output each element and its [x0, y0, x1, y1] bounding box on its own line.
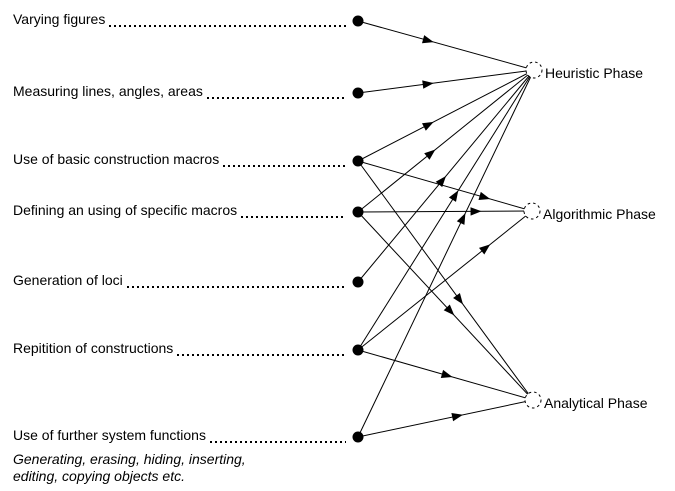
diagram-item-further-system-functions: Use of further system functions	[13, 427, 352, 443]
dotted-leader	[209, 430, 346, 443]
edge-line-basic-construction-macros-to-heuristic	[357, 69, 535, 162]
phase-node-heuristic	[525, 61, 543, 79]
dotted-leader	[206, 86, 346, 99]
dotted-leader	[126, 275, 346, 288]
footnote: Generating, erasing, hiding, inserting, e…	[13, 451, 246, 485]
edge-line-basic-construction-macros-to-algorithmic	[357, 160, 533, 212]
edge-arrow-icon	[440, 369, 453, 378]
edge-line-specific-macros-to-analytical	[357, 211, 534, 401]
diagram-item-specific-macros: Defining an using of specific macros	[13, 202, 352, 218]
edge-arrow-icon	[435, 176, 446, 188]
phase-node-analytical	[524, 391, 542, 409]
edge-arrow-icon	[453, 293, 463, 305]
dotted-leader	[177, 343, 346, 356]
edge-line-repetition-of-constructions-to-heuristic	[357, 69, 535, 351]
footnote-line: editing, copying objects etc.	[13, 468, 185, 484]
diagram-item-varying-figures: Varying figures	[13, 11, 352, 27]
item-dot-repetition-of-constructions	[352, 344, 364, 356]
item-dot-further-system-functions	[352, 431, 364, 443]
edge-line-measuring-lines-to-heuristic	[357, 69, 535, 94]
edge-arrow-icon	[422, 80, 434, 89]
edge-arrow-icon	[422, 35, 434, 44]
item-label: Repitition of constructions	[13, 340, 174, 356]
edge-arrow-icon	[479, 244, 491, 255]
item-dot-basic-construction-macros	[352, 155, 364, 167]
dotted-leader	[223, 154, 346, 167]
diagram-item-basic-construction-macros: Use of basic construction macros	[13, 151, 352, 167]
item-label: Defining an using of specific macros	[13, 202, 238, 218]
edge-arrow-icon	[448, 190, 459, 202]
diagram-item-measuring-lines: Measuring lines, angles, areas	[13, 83, 352, 99]
edge-line-specific-macros-to-heuristic	[357, 69, 535, 213]
phase-label-algorithmic: Algorithmic Phase	[543, 206, 656, 222]
item-dot-varying-figures	[352, 15, 364, 27]
edge-arrow-icon	[456, 213, 466, 225]
diagram-item-generation-of-loci: Generation of loci	[13, 272, 352, 288]
edge-line-further-system-functions-to-analytical	[357, 399, 534, 438]
dotted-leader	[241, 205, 346, 218]
footnote-line: Generating, erasing, hiding, inserting,	[13, 451, 246, 467]
phase-label-analytical: Analytical Phase	[544, 395, 648, 411]
dotted-leader	[109, 14, 346, 27]
phase-label-heuristic: Heuristic Phase	[545, 65, 644, 81]
item-dot-measuring-lines	[352, 87, 364, 99]
item-label: Use of basic construction macros	[13, 151, 220, 167]
item-label: Measuring lines, angles, areas	[13, 83, 203, 99]
item-label: Varying figures	[13, 11, 106, 27]
edge-arrow-icon	[443, 304, 455, 316]
item-label: Generation of loci	[13, 272, 123, 288]
item-dot-specific-macros	[352, 206, 364, 218]
phase-node-algorithmic	[523, 202, 541, 220]
edge-line-further-system-functions-to-heuristic	[357, 69, 535, 438]
edge-line-varying-figures-to-heuristic	[357, 20, 535, 71]
edge-line-specific-macros-to-algorithmic	[357, 210, 533, 213]
edge-line-basic-construction-macros-to-analytical	[357, 160, 534, 401]
edge-arrow-icon	[422, 121, 434, 131]
diagram-item-repetition-of-constructions: Repitition of constructions	[13, 340, 352, 356]
edge-arrow-icon	[470, 207, 482, 216]
edge-arrow-icon	[451, 413, 463, 422]
edge-arrow-icon	[424, 149, 436, 160]
item-dot-generation-of-loci	[352, 276, 364, 288]
item-label: Use of further system functions	[13, 427, 206, 443]
edge-arrow-icon	[478, 191, 491, 200]
